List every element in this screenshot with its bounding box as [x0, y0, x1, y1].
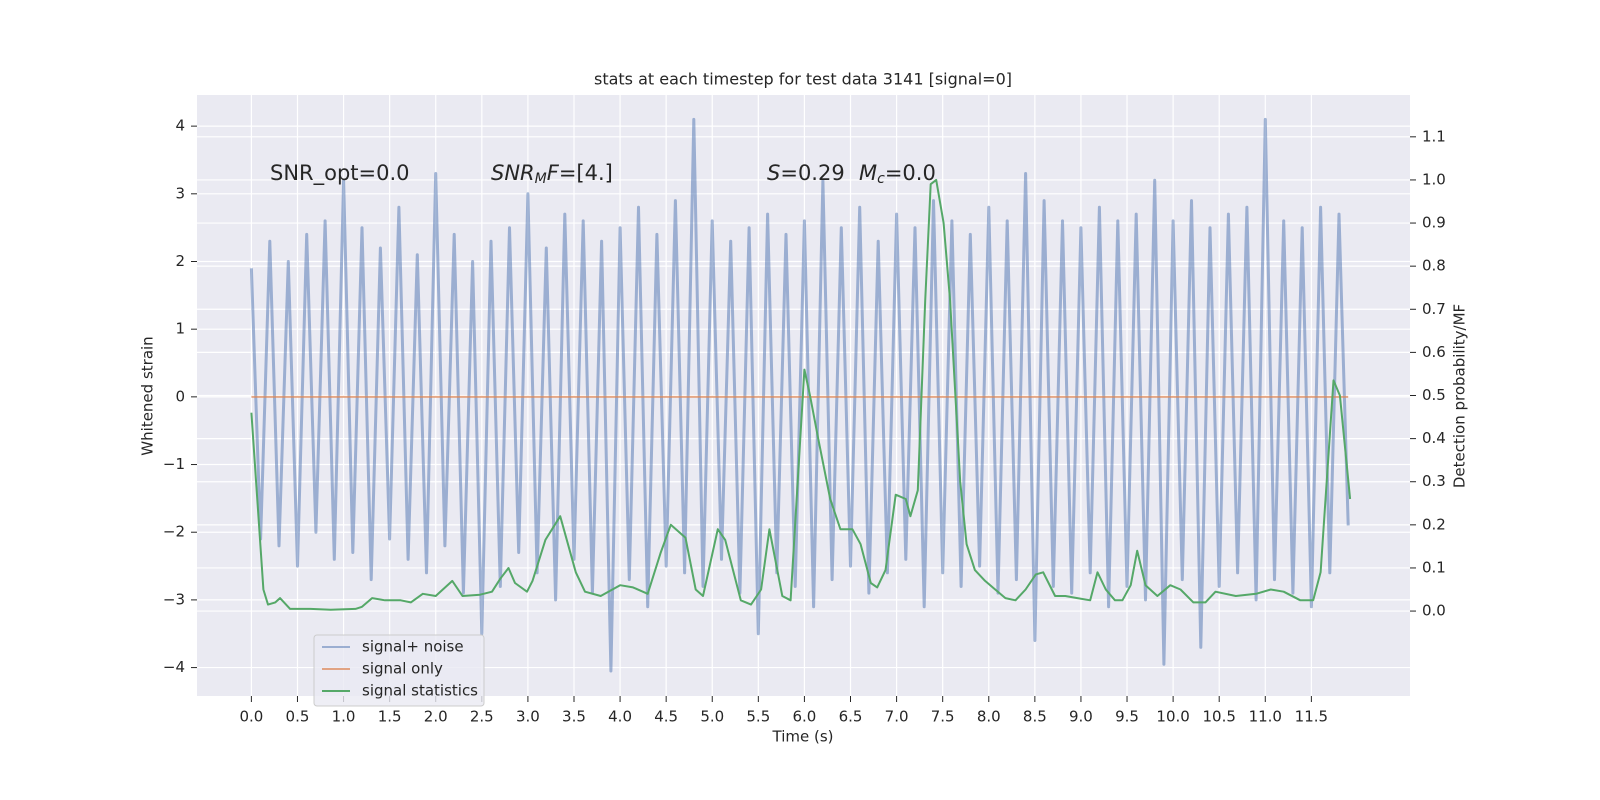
- ticks: 0.0 0.5 1.0 1.5 2.0 2.5 3.0 3.5 4.0 4.5 5.0 5.5 6.0 6…: [163, 117, 1446, 726]
- y2-tick-label: 0.7: [1422, 300, 1446, 318]
- y2-tick-label: 0.8: [1422, 257, 1446, 275]
- annotation-part: M: [535, 171, 547, 187]
- x-tick-label: 10.5: [1202, 708, 1235, 726]
- chart-title: stats at each timestep for test data 314…: [594, 70, 1012, 89]
- y-tick-label: 0: [175, 387, 185, 405]
- annotation: Mc=0.0: [859, 161, 936, 187]
- annotation: SNRMF=[4.]: [491, 161, 613, 187]
- y2-tick-label: 1.0: [1422, 170, 1446, 188]
- y-tick-label: 2: [175, 252, 185, 270]
- x-tick-label: 3.0: [516, 708, 540, 726]
- annotation-part: S: [767, 161, 780, 185]
- x-tick-label: 2.0: [424, 708, 448, 726]
- annotation-part: c: [877, 171, 885, 187]
- y-tick-label: −1: [163, 455, 185, 473]
- y2-tick-label: 0.3: [1422, 472, 1446, 490]
- y-tick-label: −4: [163, 658, 185, 676]
- x-tick-label: 4.0: [608, 708, 632, 726]
- x-axis-label: Time (s): [772, 728, 834, 746]
- x-tick-label: 8.5: [1023, 708, 1047, 726]
- x-tick-label: 9.5: [1115, 708, 1139, 726]
- x-tick-label: 1.5: [378, 708, 402, 726]
- x-tick-label: 0.5: [286, 708, 310, 726]
- x-tick-label: 7.5: [931, 708, 955, 726]
- legend-label: signal statistics: [362, 682, 478, 700]
- y2-tick-label: 0.6: [1422, 343, 1446, 361]
- legend-label: signal+ noise: [362, 638, 464, 656]
- x-tick-label: 6.0: [792, 708, 816, 726]
- x-tick-label: 11.0: [1249, 708, 1282, 726]
- annotation-part: M: [859, 161, 877, 185]
- y2-tick-label: 0.5: [1422, 386, 1446, 404]
- y2-axis-label: Detection probability/MF: [1451, 304, 1469, 488]
- y-tick-label: 3: [175, 184, 185, 202]
- legend: signal+ noise signal only signal statistic…: [313, 634, 485, 707]
- annotation-part: F: [547, 161, 560, 185]
- x-tick-label: 10.0: [1156, 708, 1189, 726]
- annotation: SNR_opt=0.0: [270, 161, 410, 186]
- y2-tick-label: 0.4: [1422, 429, 1446, 447]
- x-tick-label: 6.5: [839, 708, 863, 726]
- legend-box: [313, 634, 485, 707]
- y2-tick-label: 0.2: [1422, 515, 1446, 533]
- annotation-part: SNR_opt=0.0: [270, 161, 410, 186]
- series-line: [250, 178, 1352, 611]
- annotations: SNR_opt=0.0 SNRMF=[4.] S=0.29 Mc=0.0: [270, 161, 936, 187]
- y-tick-label: −3: [163, 590, 185, 608]
- annotation: S=0.29: [767, 161, 845, 185]
- y2-tick-label: 0.0: [1422, 602, 1446, 620]
- x-tick-label: 0.0: [239, 708, 263, 726]
- y2-tick-label: 1.1: [1422, 127, 1446, 145]
- x-tick-label: 11.5: [1295, 708, 1328, 726]
- x-tick-label: 8.0: [977, 708, 1001, 726]
- x-tick-label: 5.0: [700, 708, 724, 726]
- x-tick-label: 7.0: [885, 708, 909, 726]
- y-tick-label: 4: [175, 117, 185, 135]
- x-tick-label: 2.5: [470, 708, 494, 726]
- annotation-part: =[4.]: [559, 161, 613, 185]
- x-tick-label: 5.5: [746, 708, 770, 726]
- x-tick-label: 1.0: [332, 708, 356, 726]
- x-tick-label: 9.0: [1069, 708, 1093, 726]
- x-tick-label: 3.5: [562, 708, 586, 726]
- x-tick-label: 4.5: [654, 708, 678, 726]
- annotation-part: =0.29: [780, 161, 844, 185]
- y2-tick-label: 0.9: [1422, 214, 1446, 232]
- y-tick-label: 1: [175, 320, 185, 338]
- annotation-part: =0.0: [885, 161, 936, 185]
- y2-tick-label: 0.1: [1422, 558, 1446, 576]
- y-tick-label: −2: [163, 523, 185, 541]
- legend-label: signal only: [362, 660, 443, 678]
- y-axis-label: Whitened strain: [139, 336, 157, 455]
- annotation-part: SNR: [491, 161, 535, 185]
- marks: [249, 117, 1352, 673]
